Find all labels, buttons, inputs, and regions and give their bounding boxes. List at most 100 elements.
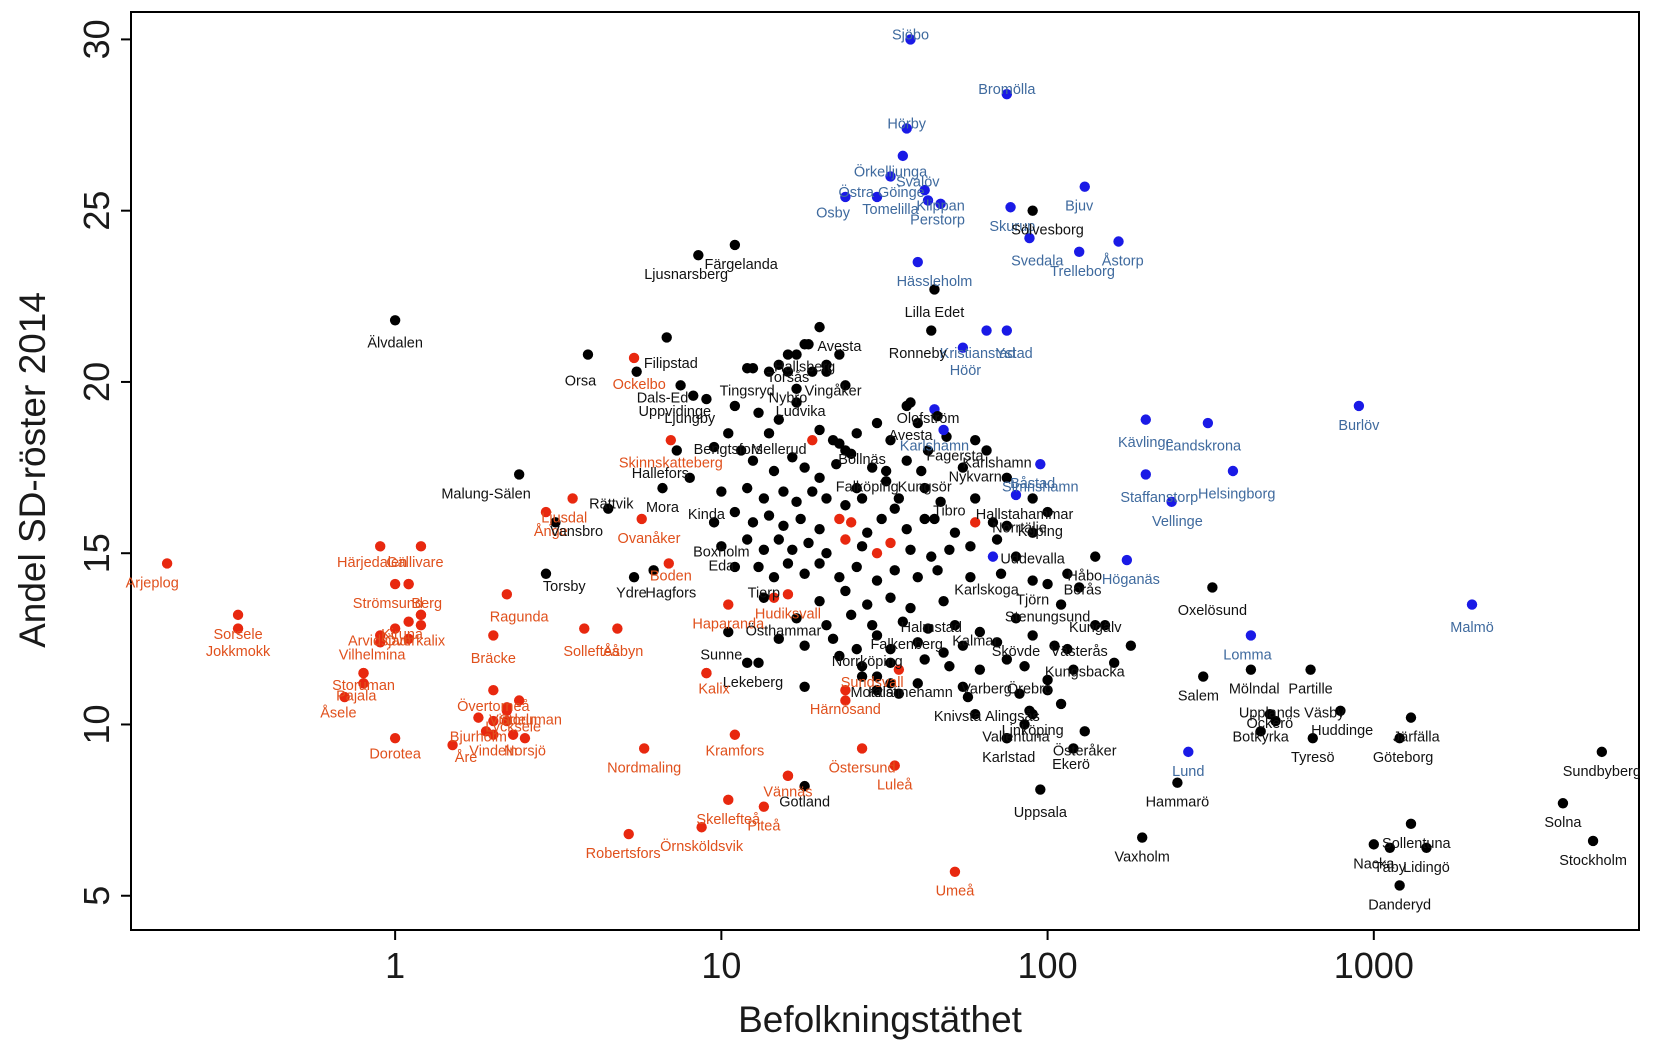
- data-point: [935, 496, 946, 508]
- data-point: [938, 595, 949, 607]
- point-label: Sölvesborg: [1011, 223, 1084, 239]
- point-label: Botkyrka: [1232, 730, 1289, 746]
- data-point: [814, 472, 825, 484]
- data-point: [501, 589, 513, 600]
- data-point: [807, 486, 818, 497]
- point-label: Skurup: [989, 219, 1035, 235]
- data-point: [1019, 661, 1030, 672]
- data-point: [901, 123, 912, 134]
- point-label: Nacka: [1353, 856, 1395, 872]
- data-point: [1264, 709, 1276, 720]
- point-label: Olofström: [897, 411, 960, 427]
- data-point: [701, 667, 712, 679]
- data-point: [922, 445, 934, 456]
- data-point: [862, 599, 873, 610]
- point-label: Salem: [1178, 689, 1219, 705]
- data-point: [1466, 599, 1478, 610]
- point-label: Göteborg: [1373, 750, 1433, 766]
- data-point: [991, 637, 1003, 648]
- data-point: [708, 517, 720, 528]
- data-point: [949, 527, 961, 538]
- x-tick-label: 1000: [1334, 945, 1414, 986]
- data-point: [922, 623, 934, 634]
- data-point: [807, 366, 818, 377]
- data-point: [814, 524, 825, 535]
- data-point: [840, 685, 851, 696]
- data-point: [1024, 705, 1035, 716]
- data-point: [1001, 520, 1013, 532]
- data-point: [628, 571, 640, 583]
- data-point: [851, 561, 862, 573]
- data-point: [814, 424, 825, 436]
- data-point: [1596, 746, 1608, 758]
- point-label: Örebro: [1007, 680, 1052, 698]
- data-point: [1042, 506, 1053, 518]
- data-point: [1027, 527, 1038, 538]
- point-label: Kramfors: [705, 743, 764, 759]
- point-label: Vännäs: [763, 784, 812, 800]
- data-point: [880, 476, 892, 487]
- data-point: [1027, 630, 1038, 641]
- point-label: Stenungsund: [1005, 610, 1090, 626]
- data-point: [579, 623, 590, 634]
- data-point: [631, 366, 642, 377]
- data-point: [889, 565, 900, 576]
- point-label: Varberg: [961, 682, 1012, 698]
- point-label: Torsås: [767, 370, 810, 386]
- data-point: [567, 493, 578, 504]
- point-label: Hässleholm: [897, 274, 973, 290]
- point-label: Jokkmokk: [206, 644, 271, 660]
- point-label: Österåker: [1053, 741, 1117, 759]
- point-label: Lomma: [1223, 647, 1272, 663]
- data-point: [944, 661, 955, 672]
- point-label: Järfälla: [1393, 730, 1441, 746]
- data-point: [708, 441, 720, 453]
- data-point: [753, 561, 764, 573]
- data-point: [582, 349, 594, 360]
- data-point: [636, 513, 647, 525]
- point-label: Strömsund: [353, 596, 423, 612]
- data-point: [747, 363, 759, 374]
- point-label: Härjedalen: [337, 555, 407, 571]
- point-label: Linköping: [1002, 723, 1064, 739]
- data-point: [773, 534, 785, 545]
- point-label: Vaxholm: [1115, 849, 1170, 865]
- point-label: Halmstad: [901, 620, 962, 636]
- point-label: Bräcke: [471, 651, 516, 667]
- point-label: Karlshamn: [900, 438, 969, 454]
- data-point: [1108, 657, 1120, 669]
- point-label: Piteå: [747, 819, 781, 835]
- data-point: [1140, 469, 1151, 480]
- data-point: [773, 633, 785, 645]
- data-point: [1245, 664, 1257, 675]
- data-point: [845, 517, 857, 528]
- data-point: [729, 561, 741, 573]
- point-label: Ljusdal: [541, 510, 587, 526]
- point-label: Sollefteå: [563, 644, 620, 660]
- data-point: [981, 445, 992, 456]
- data-point: [358, 678, 369, 689]
- data-point: [949, 619, 961, 631]
- point-label: Rättvik: [589, 497, 634, 513]
- y-tick-label: 25: [76, 191, 117, 231]
- data-point: [814, 558, 825, 569]
- plot-frame: [130, 11, 1640, 931]
- data-point: [778, 520, 789, 532]
- data-point: [1140, 414, 1151, 425]
- data-point: [871, 191, 883, 203]
- point-label: Norsjö: [504, 743, 546, 759]
- data-point: [922, 195, 934, 206]
- data-point: [389, 315, 401, 326]
- data-point: [970, 517, 981, 528]
- point-label: Sorsele: [213, 627, 262, 643]
- data-point: [1001, 472, 1013, 484]
- data-point: [612, 623, 623, 634]
- y-tick-label: 20: [76, 362, 117, 402]
- point-label: Pajala: [336, 689, 377, 705]
- data-point: [791, 383, 802, 394]
- point-label: Malung-Sälen: [441, 486, 530, 502]
- data-point: [916, 465, 927, 477]
- point-label: Uppvidinge: [639, 404, 712, 420]
- point-label: Dals-Ed: [637, 390, 689, 406]
- data-point: [912, 571, 923, 583]
